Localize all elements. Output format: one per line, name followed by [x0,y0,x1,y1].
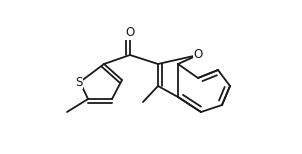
Text: O: O [193,49,203,61]
Text: S: S [75,75,83,89]
Text: O: O [125,26,135,39]
